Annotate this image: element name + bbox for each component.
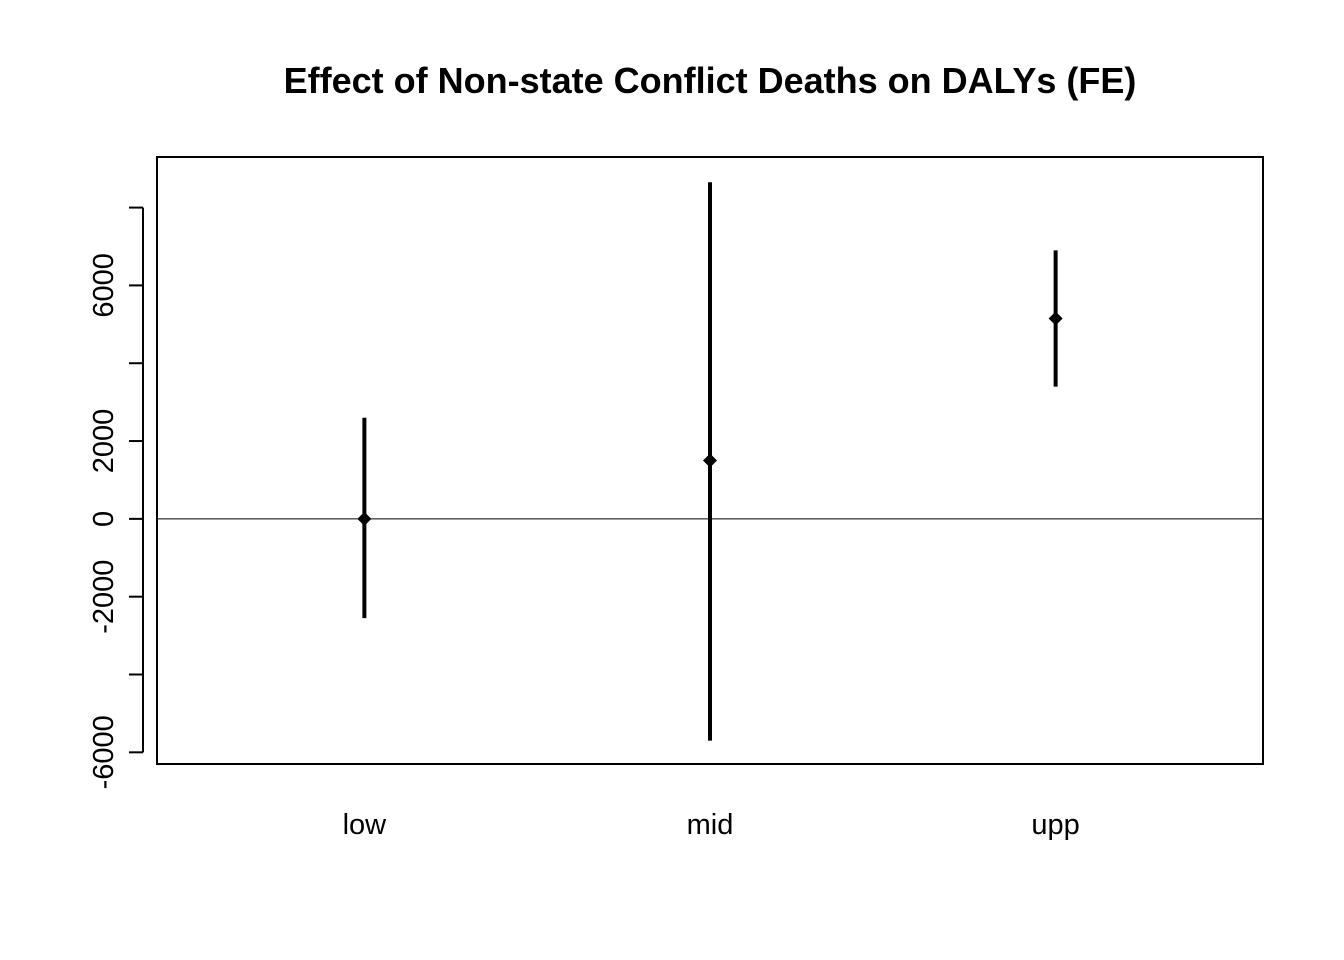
point-estimate-mid [703, 453, 717, 468]
y-axis: -6000 -2000 0 2000 6000 [88, 206, 144, 789]
x-tick-label: mid [687, 809, 734, 841]
y-tick-label: -6000 [88, 715, 120, 789]
point-estimate-upp [1048, 311, 1063, 326]
chart-title: Effect of Non-state Conflict Deaths on D… [284, 60, 1137, 101]
x-axis: low mid upp [343, 809, 1080, 841]
y-tick-label: 0 [88, 511, 120, 527]
y-tick-label: 6000 [88, 253, 120, 318]
point-estimate-low [357, 511, 372, 526]
series-layer [357, 182, 1063, 741]
x-tick-label: low [343, 809, 388, 841]
y-tick-label: -2000 [88, 560, 120, 634]
plot-frame [156, 156, 1264, 765]
x-tick-label: upp [1031, 809, 1079, 841]
y-tick-label: 2000 [88, 409, 120, 474]
